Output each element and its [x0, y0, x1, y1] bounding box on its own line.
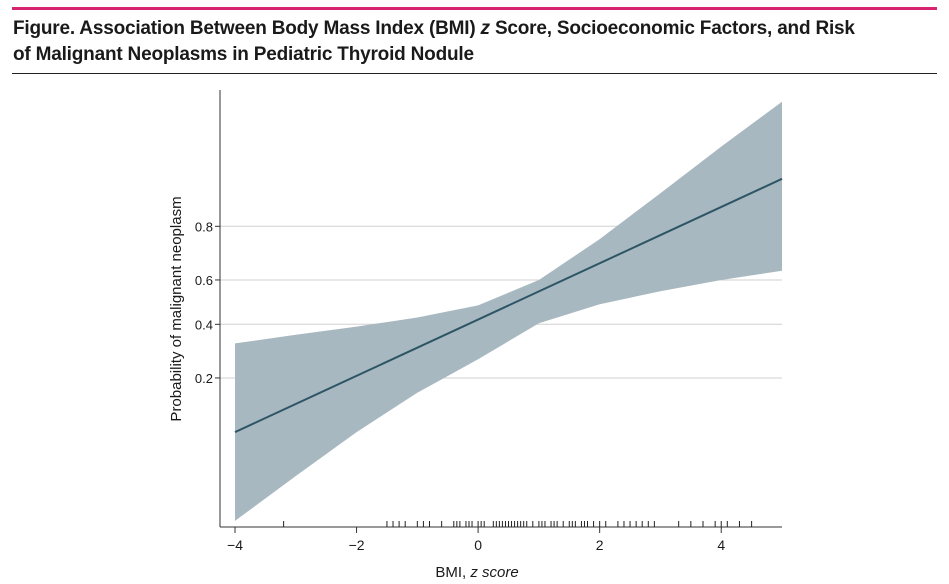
- figure-title: Figure. Association Between Body Mass In…: [13, 16, 913, 68]
- x-tick-label: 4: [717, 537, 725, 553]
- y-tick-label: 0.2: [195, 371, 213, 386]
- title-suffix: Score, Socioeconomic Factors, and Risk: [489, 18, 855, 39]
- title-prefix: Figure. Association Between Body Mass In…: [13, 18, 481, 39]
- title-line2: of Malignant Neoplasms in Pediatric Thyr…: [13, 44, 474, 65]
- y-tick-label: 0.8: [195, 219, 213, 234]
- y-ticks: 0.2 0.4 0.6 0.8: [195, 219, 220, 386]
- title-divider: [12, 73, 937, 74]
- fit-line: [234, 177, 783, 434]
- y-tick-label: 0.4: [195, 317, 213, 332]
- x-tick-label: −4: [227, 537, 243, 553]
- x-axis-label-prefix: BMI,: [435, 564, 470, 581]
- rug-marks: [283, 521, 753, 527]
- accent-rule: [12, 7, 937, 10]
- axes: [219, 90, 782, 528]
- x-axis-label-italic: z score: [469, 564, 518, 581]
- x-tick-label: −2: [349, 537, 365, 553]
- x-ticks: −4 −2 0 2 4: [227, 527, 725, 553]
- x-tick-label: 0: [474, 537, 482, 553]
- x-tick-label: 2: [596, 537, 604, 553]
- title-italic: z: [480, 18, 491, 39]
- y-axis-label: Probability of malignant neoplasm: [168, 196, 185, 421]
- confidence-band: [235, 101, 782, 521]
- y-tick-label: 0.6: [195, 273, 213, 288]
- x-axis-label: BMI, z score: [435, 564, 518, 581]
